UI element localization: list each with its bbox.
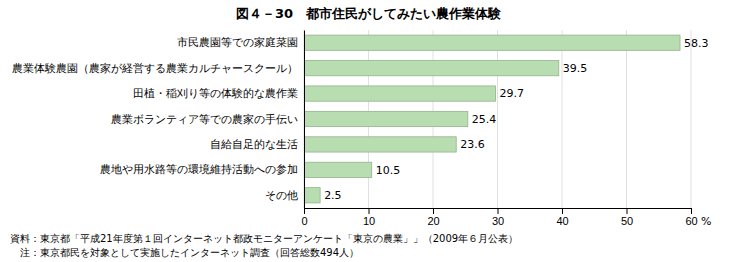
tick-mark (691, 208, 692, 214)
tick-label: 30 (492, 215, 504, 227)
tick-label: 40 (556, 215, 568, 227)
tick: 30 (492, 208, 504, 227)
title: 図４－30 都市住民がしてみたい農作業体験 (236, 6, 502, 21)
data-label: 25.4 (472, 113, 497, 126)
bar (304, 137, 456, 152)
tick: 農地や用水路等の環境維持活動への参加 (100, 163, 304, 175)
tick: 田植・稲刈り等の体験的な農作業 (133, 87, 304, 99)
tick: 10 (363, 208, 375, 227)
axis-line (304, 31, 305, 209)
tick: 自給自足的な生活 (210, 138, 304, 150)
grid (304, 30, 691, 208)
tick-mark (562, 208, 563, 214)
tick-label: 50 (621, 215, 633, 227)
grid-line (562, 30, 563, 208)
tick-label: 60 (685, 215, 697, 227)
bars (304, 35, 680, 203)
tick-mark (433, 208, 434, 214)
tick-label: 0 (301, 215, 307, 227)
tick-label: 市民農園等での家庭菜園 (177, 36, 298, 48)
bar (304, 162, 372, 177)
data-label: 10.5 (376, 164, 401, 177)
tick: 60 (685, 208, 697, 227)
tick: 20 (427, 208, 439, 227)
tick-mark (498, 208, 499, 214)
bar (304, 188, 320, 203)
x-axis: 0 10 20 30 40 50 60 (301, 208, 697, 227)
grid-line (691, 30, 692, 208)
tick-label: その他 (265, 189, 298, 201)
tick-mark (627, 208, 628, 214)
tick: 0 (301, 208, 307, 227)
tick-label: 農地や用水路等の環境維持活動への参加 (100, 163, 298, 175)
tick-label: 自給自足的な生活 (210, 138, 298, 150)
tick-label: 10 (363, 215, 375, 227)
tick: 農業ボランティア等での農家の手伝い (111, 113, 304, 125)
bar (304, 61, 559, 76)
tick: その他 (265, 189, 304, 201)
tick-mark (304, 208, 305, 214)
data-label: 58.3 (684, 37, 709, 50)
data-labels: 58.3 39.5 29.725.4 23.6 10.5 2.5 (324, 37, 708, 203)
tick: 40 (556, 208, 568, 227)
data-label: 2.5 (324, 189, 342, 202)
tick-label: 田植・稲刈り等の体験的な農作業 (133, 87, 298, 99)
tick-label: 農業ボランティア等での農家の手伝い (111, 113, 298, 125)
data-label: 39.5 (563, 62, 588, 75)
plot: 58.3 39.5 29.725.4 23.6 10.5 2.5 0 10 20 30 40 50 60… (12, 30, 711, 228)
y-axis: 市民農園等での家庭菜園農業体験農園（農家が経営する農業カルチャースクール） 田植・… (12, 31, 305, 209)
tick-label: 20 (427, 215, 439, 227)
grid-line (304, 30, 305, 208)
chart: 図４－30 都市住民がしてみたい農作業体験 58.3 39.5 29.725.4 23.… (0, 0, 737, 262)
footnote: 注：東京都民を対象として実施したインターネット調査（回答総数494人） (10, 247, 359, 258)
tick-label: 農業体験農園（農家が経営する農業カルチャースクール） (12, 62, 298, 75)
data-label: 23.6 (460, 138, 485, 151)
tick-mark (369, 208, 370, 214)
axis-line (305, 209, 692, 215)
axis-unit: % (701, 215, 711, 228)
grid-line (626, 30, 627, 208)
tick: 市民農園等での家庭菜園 (177, 36, 304, 48)
data-label: 29.7 (500, 87, 525, 100)
tick: 50 (621, 208, 633, 227)
bar (304, 35, 680, 50)
grid-line (497, 30, 498, 208)
tick: 農業体験農園（農家が経営する農業カルチャースクール） (12, 62, 304, 75)
footnote: 資料：東京都「平成21年度第１回インターネット都政モニターアンケート「東京の農業… (10, 233, 518, 244)
bar (304, 111, 468, 126)
bar (304, 86, 496, 101)
